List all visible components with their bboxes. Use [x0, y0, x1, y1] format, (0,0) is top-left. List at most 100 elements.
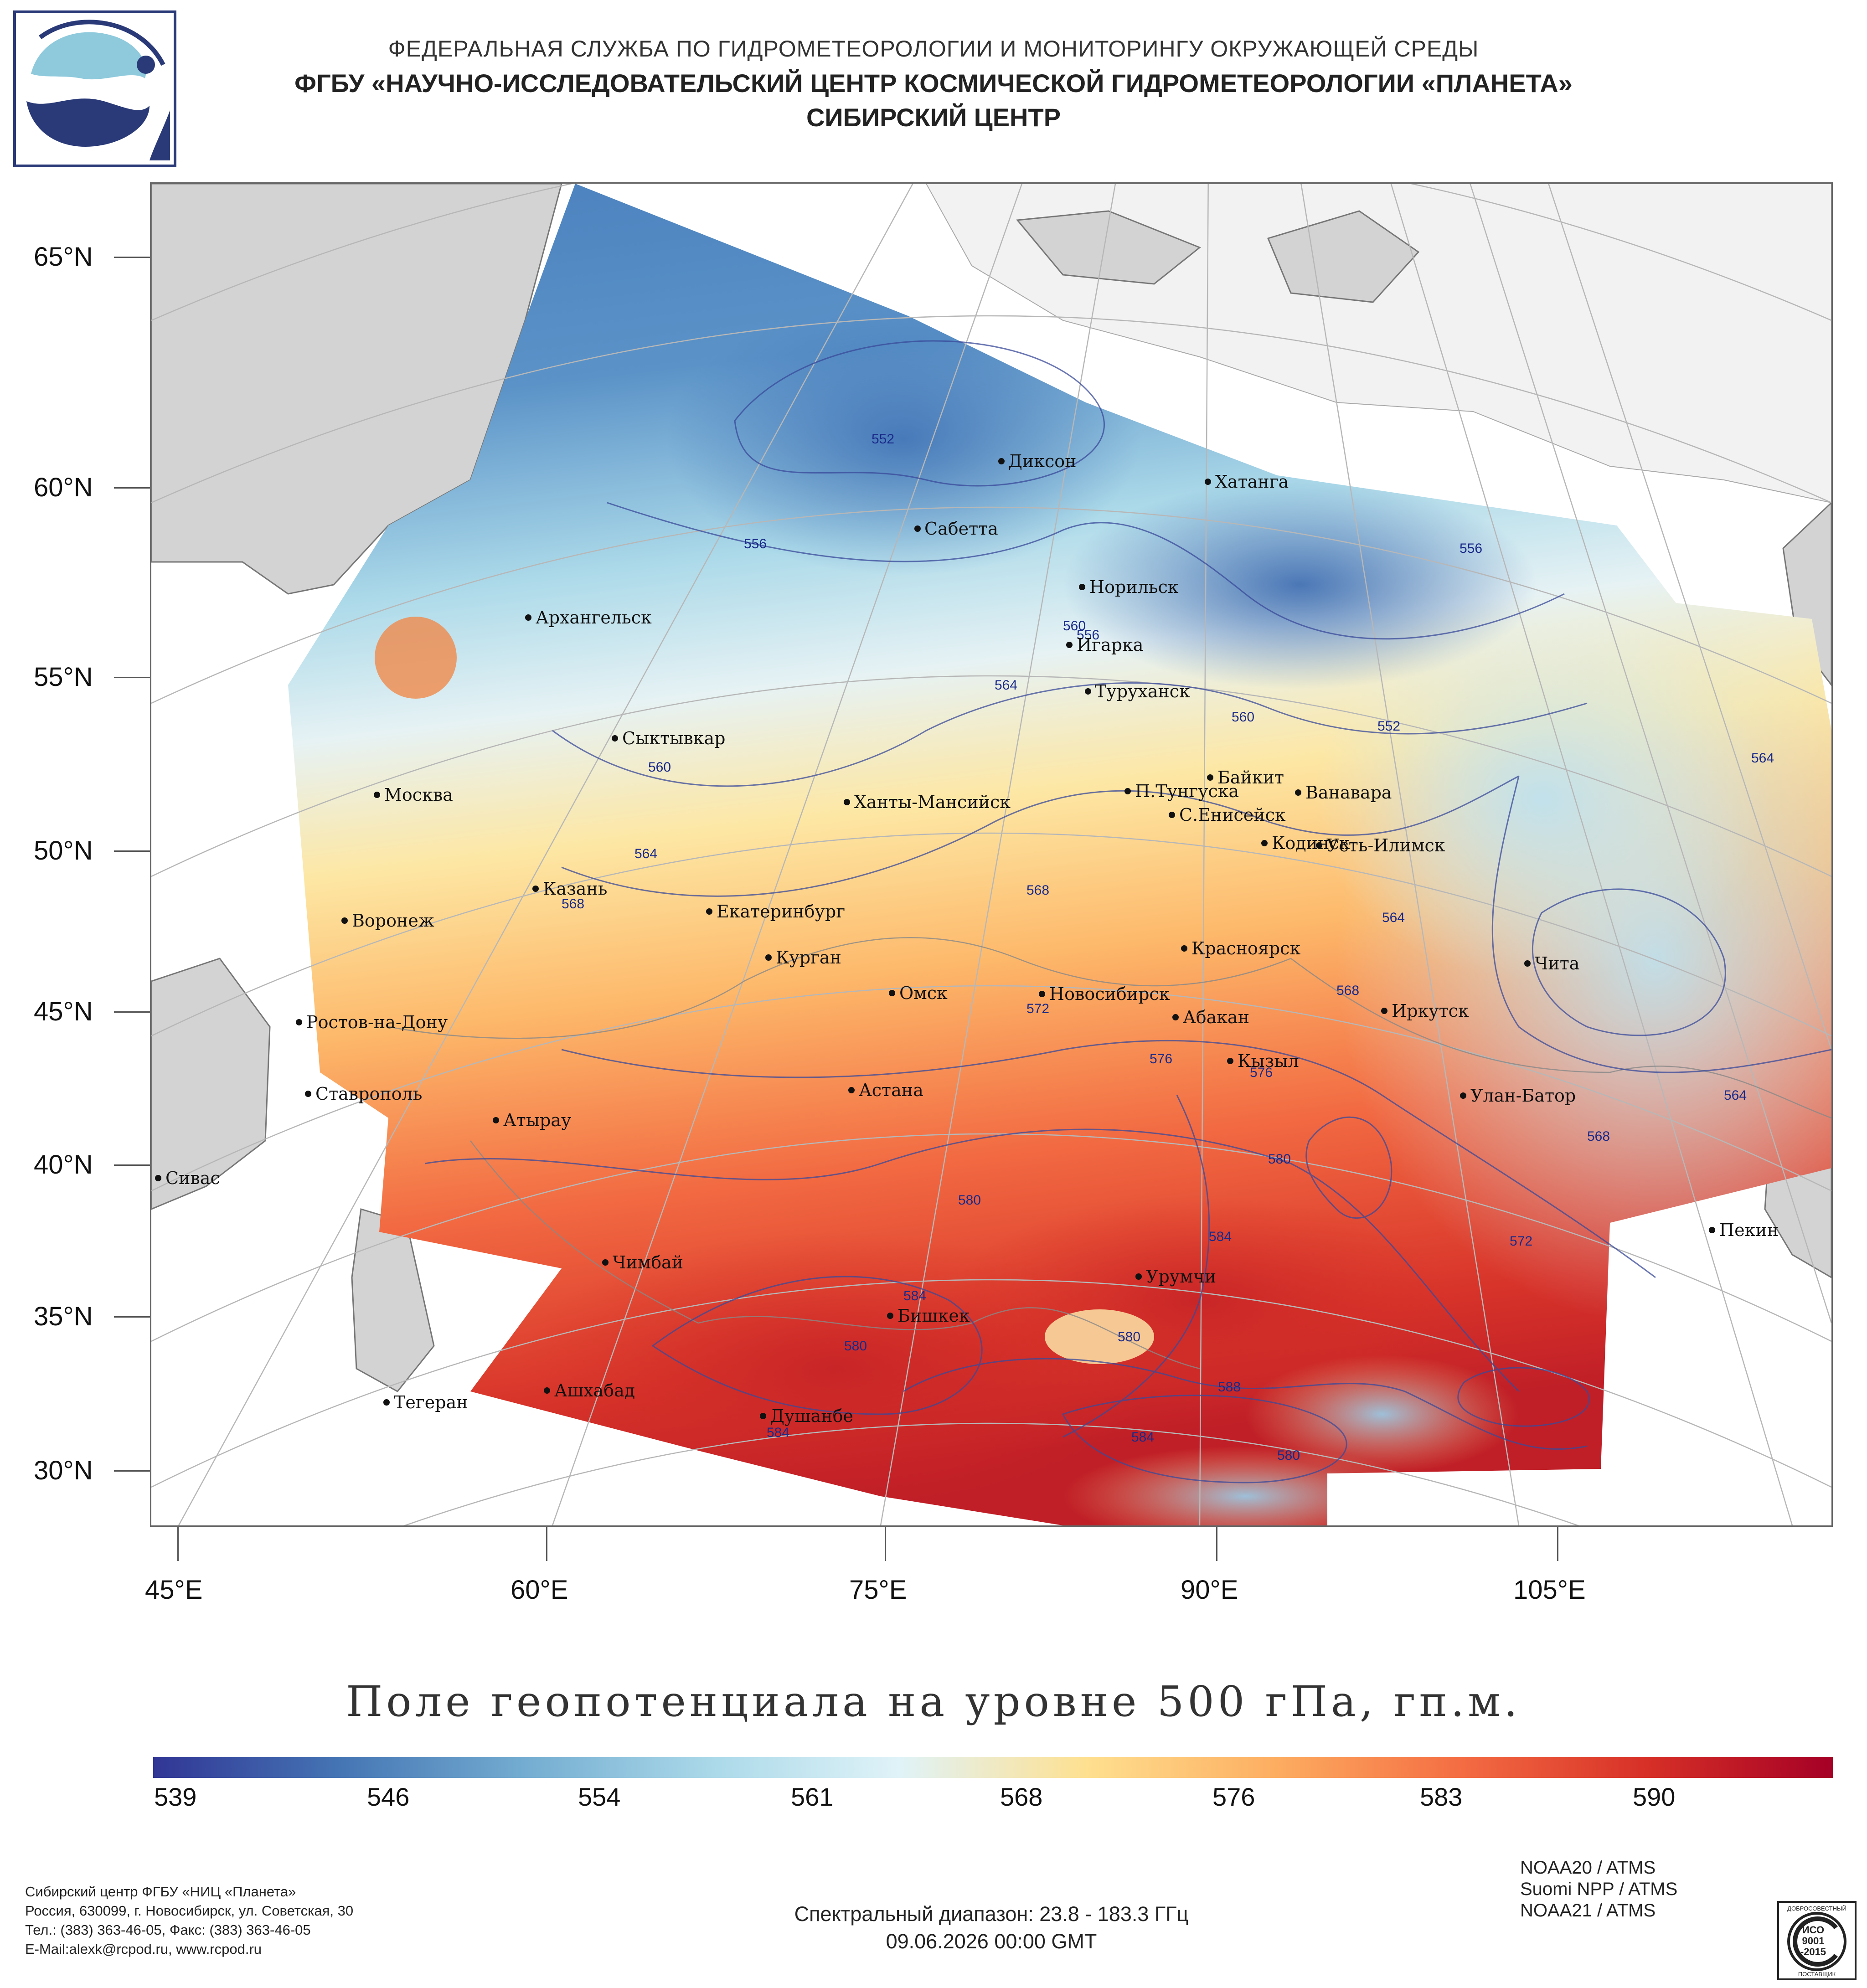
city-marker: Тегеран — [383, 1392, 468, 1412]
colorbar-label: 539 — [154, 1782, 197, 1811]
contour-label: 552 — [872, 432, 894, 447]
city-label: С.Енисейск — [1179, 805, 1286, 825]
iso-text: ИСО — [1802, 1924, 1824, 1936]
city-label: Астана — [859, 1080, 923, 1100]
contour-label: 572 — [1026, 1001, 1049, 1016]
city-marker: Абакан — [1172, 1007, 1249, 1027]
lat-tick — [114, 487, 150, 489]
iso-text: -2015 — [1800, 1946, 1826, 1957]
lon-label: 60°E — [511, 1575, 568, 1605]
city-marker: Астана — [848, 1080, 923, 1100]
city-label: Чита — [1535, 953, 1579, 973]
contour-label: 560 — [648, 760, 671, 775]
city-marker: Москва — [374, 785, 453, 805]
agency-title: ФЕДЕРАЛЬНАЯ СЛУЖБА ПО ГИДРОМЕТЕОРОЛОГИИ … — [388, 36, 1479, 62]
city-label: Бишкек — [897, 1306, 970, 1326]
contour-lines — [424, 340, 1831, 1483]
city-marker: Чимбай — [602, 1252, 683, 1272]
city-label: Сивас — [165, 1168, 220, 1188]
iso-text: 9001 — [1802, 1935, 1825, 1947]
satellite-item: NOAA20 / ATMS — [1520, 1858, 1656, 1878]
spectral-info: Спектральный диапазон: 23.8 - 183.3 ГГц … — [0, 1900, 1867, 1955]
lat-label: 55°N — [34, 662, 93, 692]
city-label: Хатанга — [1215, 472, 1289, 492]
city-marker: Курган — [765, 948, 841, 968]
lat-label: 40°N — [34, 1150, 93, 1179]
lon-tick — [177, 1527, 179, 1561]
satellite-item: Suomi NPP / ATMS — [1520, 1879, 1678, 1899]
city-marker: С.Енисейск — [1169, 805, 1286, 825]
contour-label: 584 — [1209, 1229, 1232, 1244]
city-label: Атырау — [503, 1110, 571, 1130]
city-marker: Ханты-Мансийск — [844, 792, 1011, 812]
city-label: Ванавара — [1305, 783, 1392, 803]
contour-label: 584 — [1131, 1430, 1154, 1445]
lon-tick — [1216, 1527, 1217, 1561]
city-marker: Чита — [1524, 953, 1579, 973]
city-marker: Архангельск — [525, 608, 652, 628]
lat-label: 60°N — [34, 473, 93, 502]
contour-label: 560 — [1063, 618, 1086, 633]
contour-label: 568 — [1336, 983, 1359, 998]
graticule — [151, 184, 1831, 1525]
city-marker: Казань — [532, 879, 607, 899]
lat-tick — [114, 1470, 150, 1472]
city-label: Красноярск — [1191, 938, 1300, 958]
city-marker: Воронеж — [341, 911, 434, 931]
city-marker: Урумчи — [1135, 1267, 1216, 1287]
center-title: СИБИРСКИЙ ЦЕНТР — [806, 103, 1061, 132]
lat-tick — [114, 1164, 150, 1166]
city-marker: Байкит — [1207, 767, 1284, 788]
org-line: Россия, 630099, г. Новосибирск, ул. Сове… — [25, 1903, 354, 1919]
contour-label: 580 — [844, 1339, 867, 1354]
city-marker: Душанбе — [760, 1406, 853, 1426]
iso-text: ДОБРОСОВЕСТНЫЙ — [1787, 1905, 1846, 1912]
city-marker: Сыктывкар — [612, 728, 725, 748]
contour-label: 564 — [1724, 1088, 1747, 1103]
city-label: Сабетта — [924, 519, 998, 539]
city-marker: Ставрополь — [305, 1084, 422, 1104]
contour-label: 580 — [1118, 1329, 1140, 1344]
city-label: Сыктывкар — [622, 728, 725, 748]
map-title: Поле геопотенциала на уровне 500 гПа, гп… — [346, 1677, 1521, 1726]
contour-label: 568 — [562, 896, 584, 912]
city-label: Тегеран — [394, 1392, 468, 1412]
city-label: Норильск — [1089, 577, 1179, 597]
city-label: Новосибирск — [1049, 984, 1170, 1004]
city-label: Усть-Илимск — [1326, 835, 1445, 855]
contour-label: 560 — [1232, 710, 1254, 725]
colorbar-label: 583 — [1420, 1782, 1463, 1811]
contour-label: 584 — [903, 1288, 926, 1303]
lat-tick — [114, 1316, 150, 1318]
colorbar-label: 590 — [1633, 1782, 1676, 1811]
city-marker: Туруханск — [1085, 681, 1190, 701]
city-marker: Красноярск — [1181, 938, 1300, 958]
contour-label: 564 — [634, 846, 657, 861]
city-marker: Иркутск — [1381, 1001, 1469, 1021]
city-labels: Диксон Хатанга Сабетта Норильск Архангел… — [155, 451, 1779, 1426]
org-line: Сибирский центр ФГБУ «НИЦ «Планета» — [25, 1884, 296, 1900]
contour-label: 556 — [744, 536, 767, 551]
contour-label: 584 — [767, 1425, 789, 1440]
city-label: Курган — [776, 948, 841, 968]
city-marker: Екатеринбург — [706, 901, 845, 922]
satellite-list: NOAA20 / ATMS Suomi NPP / ATMS NOAA21 / … — [1520, 1857, 1677, 1921]
planeta-logo — [13, 10, 176, 167]
contour-label: 572 — [1510, 1234, 1532, 1249]
city-label: Урумчи — [1146, 1267, 1216, 1287]
city-marker: Игарка — [1066, 635, 1143, 655]
city-marker: Сивас — [155, 1168, 220, 1188]
city-label: Пекин — [1719, 1220, 1779, 1240]
city-marker: Усть-Илимск — [1316, 835, 1445, 855]
contour-label: 564 — [1751, 751, 1774, 766]
org-line: E-Mail:alexk@rcpod.ru, www.rcpod.ru — [25, 1941, 262, 1957]
city-label: Иркутск — [1392, 1001, 1469, 1021]
city-label: П.Тунгуска — [1135, 781, 1239, 801]
city-marker: Бишкек — [887, 1306, 970, 1326]
lat-label: 65°N — [34, 242, 93, 272]
org-line: Тел.: (383) 363-46-05, Факс: (383) 363-4… — [25, 1922, 311, 1938]
city-label: Диксон — [1008, 451, 1076, 471]
city-marker: Ашхабад — [544, 1380, 635, 1401]
city-label: Ашхабад — [554, 1380, 635, 1401]
contour-label: 568 — [1026, 883, 1049, 898]
